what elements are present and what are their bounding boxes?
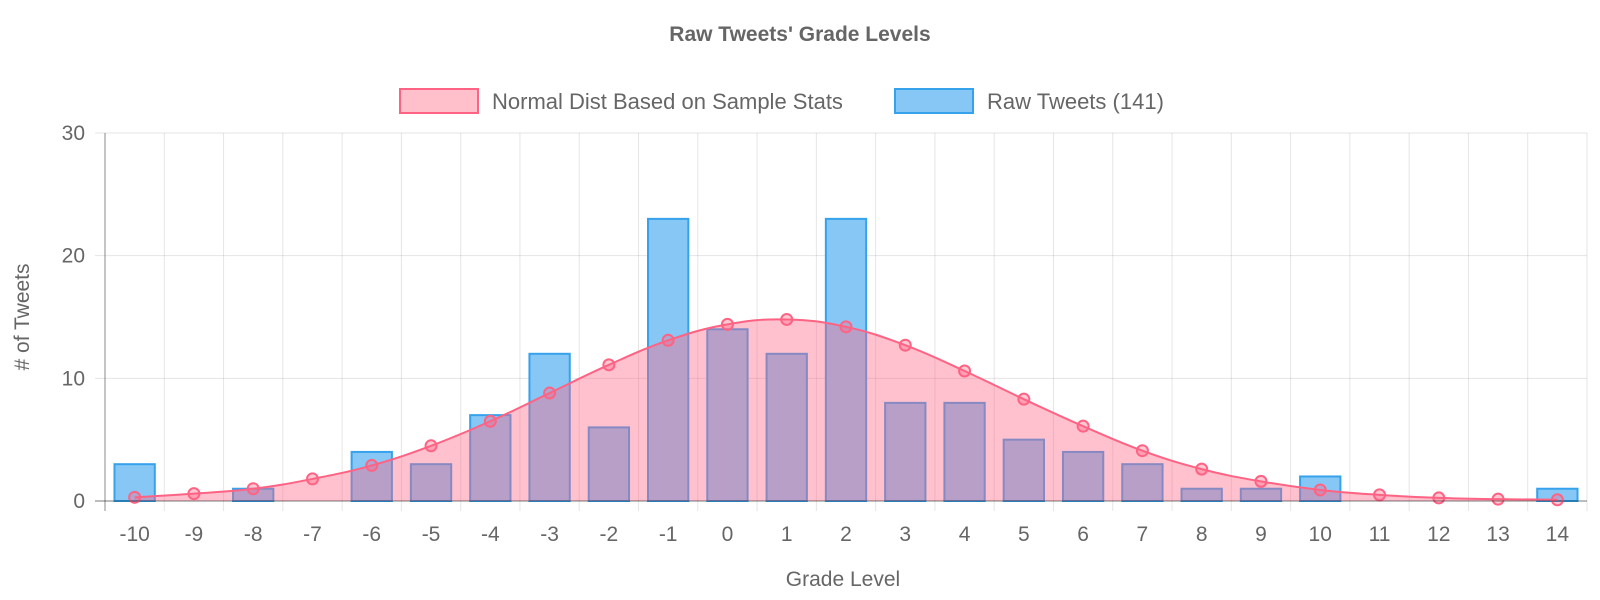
normal-dist-line bbox=[134, 318, 1558, 501]
x-tick-label: -7 bbox=[303, 523, 322, 546]
bar-raw-tweets-4 bbox=[943, 401, 986, 502]
x-tick-label: 9 bbox=[1255, 523, 1267, 546]
x-tick-label: -3 bbox=[540, 523, 559, 546]
x-tick-label: -5 bbox=[422, 523, 441, 546]
bar-raw-tweets--5 bbox=[409, 463, 453, 503]
bar-raw-tweets-2 bbox=[824, 217, 868, 502]
bar-raw-tweets--2 bbox=[587, 426, 631, 502]
bar-raw-tweets--4 bbox=[469, 414, 512, 502]
raw-tweets-bars bbox=[113, 217, 1579, 503]
point-normal-dist--7 bbox=[305, 472, 319, 486]
x-tick-label: -9 bbox=[185, 523, 204, 546]
x-tick-label: -4 bbox=[481, 523, 500, 546]
bar-raw-tweets-3 bbox=[884, 401, 927, 502]
x-axis-label: Grade Level bbox=[786, 568, 900, 591]
bar-raw-tweets-9 bbox=[1239, 487, 1283, 503]
x-tick-label: 1 bbox=[781, 523, 793, 546]
x-tick-label: -10 bbox=[119, 523, 149, 546]
point-normal-dist-14 bbox=[1550, 493, 1564, 507]
legend-label-normal-dist: Normal Dist Based on Sample Stats bbox=[492, 89, 843, 114]
bar-raw-tweets--3 bbox=[528, 352, 571, 502]
point-normal-dist-9 bbox=[1254, 474, 1268, 488]
normal-dist-fill bbox=[134, 319, 1558, 501]
legend[interactable]: Normal Dist Based on Sample Stats Raw Tw… bbox=[399, 88, 1164, 114]
x-tick-label: 10 bbox=[1309, 523, 1332, 546]
bar-raw-tweets--6 bbox=[350, 450, 393, 502]
point-normal-dist-2 bbox=[839, 320, 853, 334]
y-axis-label: # of Tweets bbox=[11, 263, 34, 370]
bar-raw-tweets-7 bbox=[1121, 463, 1164, 503]
x-tick-label: 3 bbox=[899, 523, 911, 546]
point-normal-dist--9 bbox=[187, 487, 201, 501]
chart-title: Raw Tweets' Grade Levels bbox=[669, 23, 930, 46]
x-tick-label: 11 bbox=[1369, 523, 1391, 546]
x-tick-label: 2 bbox=[840, 523, 852, 546]
point-normal-dist-4 bbox=[958, 364, 972, 378]
point-normal-dist--6 bbox=[365, 458, 379, 472]
point-normal-dist-7 bbox=[1135, 444, 1149, 458]
legend-item-raw-tweets[interactable]: Raw Tweets (141) bbox=[894, 88, 1164, 114]
x-tick-label: -8 bbox=[244, 523, 263, 546]
normal-dist-area bbox=[134, 318, 1558, 501]
point-normal-dist-1 bbox=[780, 312, 794, 326]
x-tick-label: 8 bbox=[1196, 523, 1208, 546]
legend-swatch-raw-tweets bbox=[894, 88, 974, 114]
x-tick-label: 13 bbox=[1486, 523, 1509, 546]
point-normal-dist--5 bbox=[424, 439, 438, 453]
bar-raw-tweets--10 bbox=[113, 463, 156, 503]
normal-dist-points bbox=[128, 312, 1564, 507]
point-normal-dist--10 bbox=[128, 490, 142, 504]
bar-raw-tweets-6 bbox=[1061, 450, 1105, 502]
x-tick-label: 6 bbox=[1077, 523, 1089, 546]
point-normal-dist--8 bbox=[246, 482, 260, 496]
x-tick-label: 4 bbox=[959, 523, 971, 546]
point-normal-dist-13 bbox=[1491, 492, 1505, 506]
bar-raw-tweets-0 bbox=[706, 328, 749, 502]
point-normal-dist-12 bbox=[1432, 491, 1446, 505]
bar-raw-tweets-5 bbox=[1002, 438, 1045, 502]
x-tick-label: 12 bbox=[1427, 523, 1450, 546]
bar-raw-tweets-1 bbox=[765, 352, 808, 502]
point-normal-dist-8 bbox=[1195, 462, 1209, 476]
y-tick-label: 20 bbox=[62, 245, 85, 268]
legend-label-raw-tweets: Raw Tweets (141) bbox=[987, 89, 1164, 114]
x-tick-label: 14 bbox=[1546, 523, 1570, 546]
legend-swatch-normal-dist bbox=[399, 88, 479, 114]
point-normal-dist-5 bbox=[1017, 392, 1031, 406]
point-normal-dist-3 bbox=[898, 338, 912, 352]
y-tick-label: 30 bbox=[62, 122, 85, 145]
bar-raw-tweets-8 bbox=[1180, 487, 1223, 503]
point-normal-dist-0 bbox=[720, 317, 734, 331]
x-tick-label: -1 bbox=[659, 523, 678, 546]
point-normal-dist-10 bbox=[1313, 483, 1327, 497]
point-normal-dist--4 bbox=[483, 414, 497, 428]
point-normal-dist--3 bbox=[543, 386, 557, 400]
point-normal-dist-6 bbox=[1076, 419, 1090, 433]
point-normal-dist--1 bbox=[661, 333, 675, 347]
bar-raw-tweets--1 bbox=[647, 217, 690, 502]
x-tick-label: 0 bbox=[722, 523, 734, 546]
x-tick-label: -6 bbox=[362, 523, 381, 546]
legend-item-normal-dist[interactable]: Normal Dist Based on Sample Stats bbox=[399, 88, 843, 114]
y-tick-label: 10 bbox=[62, 367, 85, 390]
y-tick-label: 0 bbox=[73, 490, 85, 513]
x-tick-label: -2 bbox=[600, 523, 619, 546]
point-normal-dist-11 bbox=[1373, 488, 1387, 502]
x-tick-label: 5 bbox=[1018, 523, 1030, 546]
point-normal-dist--2 bbox=[602, 358, 616, 372]
x-tick-label: 7 bbox=[1137, 523, 1149, 546]
